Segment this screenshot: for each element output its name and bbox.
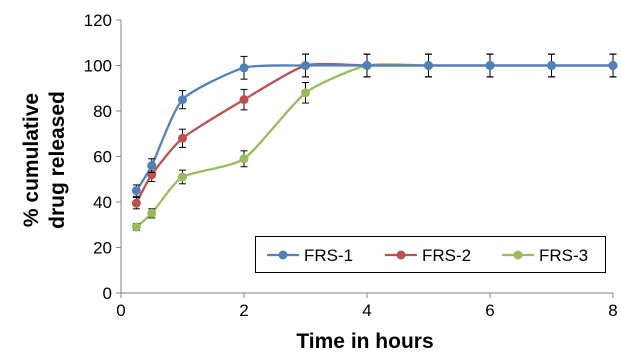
data-point <box>239 154 249 164</box>
x-axis-title: Time in hours <box>296 330 433 353</box>
series-frs-1 <box>131 53 618 197</box>
data-point <box>424 61 433 70</box>
legend-label: FRS-2 <box>422 246 471 265</box>
data-point <box>178 133 187 143</box>
x-tick-label: 6 <box>485 301 494 320</box>
x-tick-label: 0 <box>116 301 125 320</box>
data-point <box>485 61 495 70</box>
series-line <box>135 63 613 228</box>
legend: FRS-1 FRS-2 FRS-3 <box>255 236 606 273</box>
data-point <box>239 95 249 105</box>
series-frs-3 <box>131 53 618 232</box>
data-point <box>147 208 157 218</box>
data-point <box>131 186 141 196</box>
y-axis-title-text: % cumulative drug released <box>20 91 69 229</box>
y-axis-title: % cumulative drug released <box>20 91 69 229</box>
data-point <box>131 198 141 208</box>
legend-swatch-marker <box>513 250 523 260</box>
series-frs-2 <box>131 53 618 210</box>
y-tick-label: 20 <box>93 239 112 258</box>
data-point <box>301 61 310 70</box>
y-tick-label: 100 <box>84 57 112 76</box>
data-point <box>608 61 618 70</box>
y-axis-title-line: drug released <box>46 91 69 229</box>
y-tick-label: 40 <box>93 193 112 212</box>
data-point <box>362 61 372 70</box>
legend-label: FRS-3 <box>539 246 588 265</box>
legend-item-frs-1: FRS-1 <box>267 246 353 265</box>
legend-item-frs-2: FRS-2 <box>385 246 471 265</box>
y-axis-title-line: % cumulative <box>20 93 43 227</box>
data-point <box>239 63 249 73</box>
y-tick-label: 80 <box>93 102 112 121</box>
tick-labels: 0 20 40 60 80 100 120 0 2 4 6 8 <box>84 11 618 320</box>
x-tick-label: 4 <box>362 301 371 320</box>
legend-label: FRS-1 <box>304 246 353 265</box>
data-point <box>147 161 157 171</box>
data-point <box>131 222 141 232</box>
x-tick-label: 2 <box>239 301 248 320</box>
series-line <box>135 64 613 192</box>
y-tick-label: 60 <box>93 148 112 167</box>
legend-item-frs-3: FRS-3 <box>502 246 588 265</box>
y-tick-label: 0 <box>103 284 112 303</box>
x-tick-label: 8 <box>608 301 617 320</box>
data-point <box>178 95 187 105</box>
legend-swatch-marker <box>396 250 406 260</box>
y-tick-label: 120 <box>84 11 112 30</box>
data-point <box>547 61 556 70</box>
axes <box>116 19 614 298</box>
legend-swatch-marker <box>278 250 288 260</box>
series-line <box>135 62 613 204</box>
series-layer <box>131 53 618 232</box>
data-point <box>301 88 310 98</box>
legend-box <box>255 236 606 273</box>
data-point <box>178 172 187 182</box>
